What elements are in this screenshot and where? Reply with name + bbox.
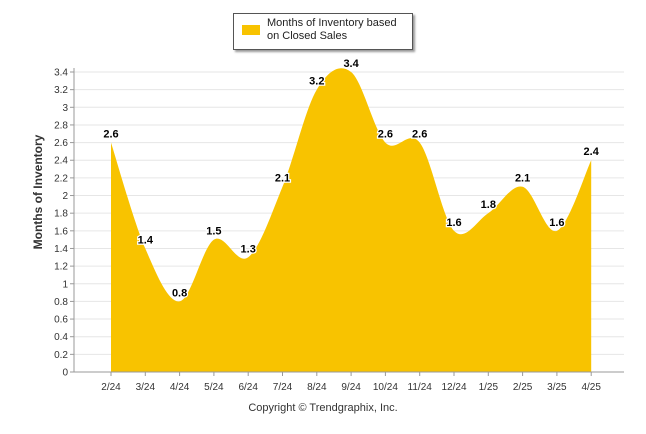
y-tick-label: 1.4 [54, 244, 68, 255]
y-tick-label: 2.8 [54, 120, 68, 131]
y-tick-label: 0.2 [54, 350, 68, 361]
data-label: 1.8 [481, 199, 496, 211]
x-tick-label: 1/25 [479, 382, 499, 393]
axes: 0 0.2 0.4 0.6 0.8 1 1.2 1.4 1.6 1.8 2 2.2 2.4 2.6 2.8 3… [54, 68, 624, 393]
x-tick-label: 7/24 [273, 382, 293, 393]
plot-area [111, 68, 592, 373]
data-label: 0.8 [172, 287, 187, 299]
data-label: 2.1 [515, 173, 530, 185]
legend: Months of Inventory based on Closed Sale… [233, 13, 413, 50]
copyright-text: Copyright © Trendgraphix, Inc. [248, 402, 398, 414]
x-tick-label: 3/25 [547, 382, 567, 393]
x-tick-label: 4/25 [581, 382, 601, 393]
data-label: 2.6 [103, 129, 118, 141]
x-tick-label: 9/24 [341, 382, 361, 393]
y-tick-label: 0.4 [54, 332, 68, 343]
data-label: 1.4 [138, 234, 154, 246]
y-axis-title: Months of Inventory [31, 134, 45, 250]
y-tick-label: 1 [62, 279, 68, 290]
y-tick-label: 2.6 [54, 138, 68, 149]
legend-swatch [242, 25, 260, 35]
y-tick-label: 1.6 [54, 226, 68, 237]
data-label: 1.6 [549, 217, 564, 229]
x-tick-label: 3/24 [136, 382, 156, 393]
data-label: 1.3 [241, 243, 256, 255]
y-tick-label: 0.8 [54, 297, 68, 308]
y-tick-label: 3.4 [54, 68, 68, 79]
data-label: 2.6 [378, 129, 393, 141]
data-label: 2.6 [412, 129, 427, 141]
y-tick-label: 2.4 [54, 156, 68, 167]
x-tick-label: 6/24 [238, 382, 258, 393]
legend-label: Months of Inventory based on Closed Sale… [267, 17, 397, 42]
x-tick-label: 2/25 [513, 382, 533, 393]
y-tick-label: 2.2 [54, 173, 68, 184]
y-tick-label: 3.2 [54, 85, 68, 96]
y-tick-label: 0.6 [54, 315, 68, 326]
x-tick-label: 12/24 [441, 382, 466, 393]
data-label: 1.6 [446, 217, 461, 229]
area-series-fill [111, 68, 592, 373]
x-tick-label: 5/24 [204, 382, 224, 393]
y-tick-label: 2 [62, 191, 68, 202]
x-tick-label: 4/24 [170, 382, 190, 393]
y-tick-label: 3 [62, 103, 68, 114]
data-label: 1.5 [206, 226, 221, 238]
x-tick-label: 10/24 [373, 382, 398, 393]
y-tick-label: 0 [62, 368, 68, 379]
x-tick-label: 2/24 [101, 382, 121, 393]
data-label: 2.1 [275, 173, 290, 185]
data-label: 3.4 [343, 58, 359, 70]
data-label: 3.2 [309, 76, 324, 88]
x-tick-label: 8/24 [307, 382, 327, 393]
data-label: 2.4 [584, 146, 600, 158]
x-tick-label: 11/24 [408, 382, 433, 393]
data-labels: 2.6 1.4 0.8 1.5 1.3 2.1 3.2 3.4 2.6 2.6 1.6 1.8 2.1 1… [102, 57, 601, 301]
y-tick-label: 1.8 [54, 209, 68, 220]
y-tick-label: 1.2 [54, 262, 68, 273]
y-axis-title-wrap: Months of Inventory [28, 95, 48, 295]
